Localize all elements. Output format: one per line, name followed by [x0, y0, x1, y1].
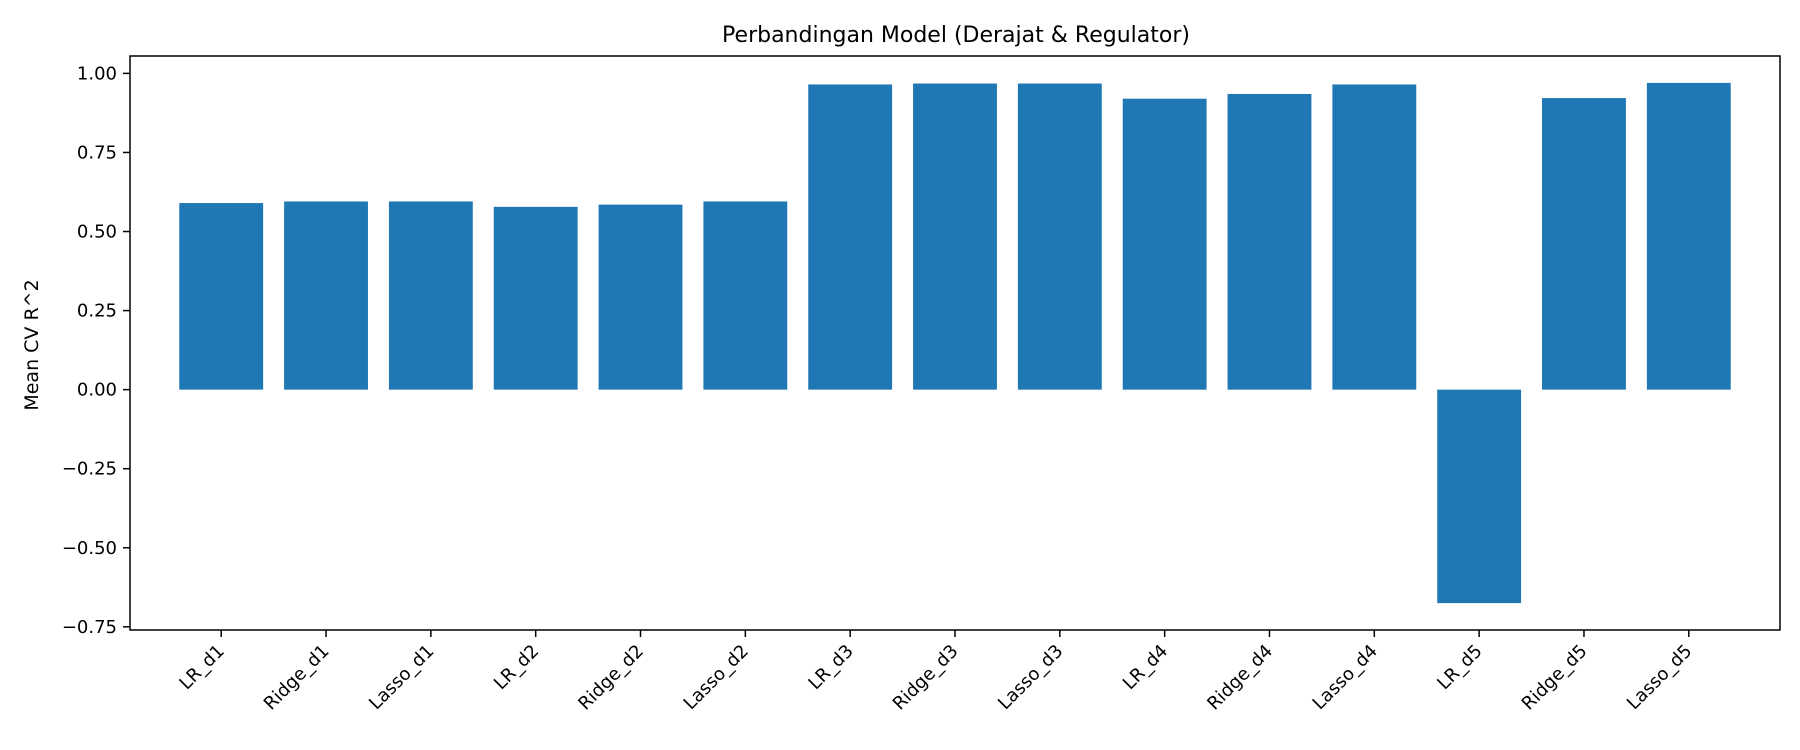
x-tick-label: Lasso_d3 — [994, 641, 1067, 714]
bar-lr-d2 — [493, 206, 578, 390]
y-tick-label: −0.75 — [62, 617, 117, 638]
x-tick-label: Lasso_d1 — [365, 641, 438, 714]
y-tick-label: 1.00 — [77, 63, 117, 84]
bar-lr-d4 — [1122, 98, 1207, 390]
y-tick-label: 0.75 — [77, 142, 117, 163]
x-tick-label: LR_d5 — [1433, 641, 1486, 694]
plot-frame — [129, 55, 1781, 631]
x-tick-label: LR_d4 — [1119, 641, 1172, 694]
y-tick-label: −0.50 — [62, 538, 117, 559]
bar-ridge-d5 — [1542, 98, 1626, 390]
y-tick-label: 0.00 — [77, 380, 117, 401]
bar-lasso-d5 — [1646, 82, 1731, 390]
bar-lasso-d3 — [1017, 83, 1102, 390]
x-axis: LR_d1 Ridge_d1 Lasso_d1 LR_d2 Ridge_d2 Lasso_… — [175, 630, 1696, 714]
x-tick-label: Ridge_d3 — [889, 641, 963, 715]
y-tick-label: −0.25 — [62, 459, 117, 480]
x-tick-label: LR_d1 — [175, 641, 228, 694]
x-tick-label: Lasso_d5 — [1623, 641, 1696, 714]
x-tick-label: Lasso_d4 — [1309, 641, 1382, 714]
bar-lr-d5 — [1437, 389, 1522, 604]
bar-ridge-d4 — [1227, 93, 1312, 390]
bar-lr-d1 — [179, 203, 264, 390]
x-tick-label: LR_d2 — [490, 641, 543, 694]
chart-title: Perbandingan Model (Derajat & Regulator) — [722, 23, 1190, 48]
bar-lr-d3 — [808, 84, 893, 390]
bars-group — [179, 82, 1731, 604]
y-axis-label: Mean CV R^2 — [21, 279, 43, 410]
bar-lasso-d1 — [388, 201, 473, 390]
x-tick-label: Ridge_d1 — [260, 641, 334, 715]
bar-lasso-d2 — [703, 201, 788, 390]
x-tick-label: Ridge_d2 — [574, 641, 648, 715]
x-tick-label: Ridge_d4 — [1203, 641, 1277, 715]
x-tick-label: Lasso_d2 — [680, 641, 753, 714]
bar-ridge-d3 — [913, 83, 997, 390]
bar-ridge-d2 — [598, 204, 683, 390]
y-axis: 1.00 0.75 0.50 0.25 0.00 −0.25 −0.50 −0.75 — [62, 63, 130, 638]
y-tick-label: 0.25 — [77, 301, 117, 322]
bar-ridge-d1 — [284, 201, 368, 390]
x-tick-label: Ridge_d5 — [1518, 641, 1592, 715]
bar-lasso-d4 — [1332, 84, 1417, 390]
x-tick-label: LR_d3 — [804, 641, 857, 694]
y-tick-label: 0.50 — [77, 222, 117, 243]
